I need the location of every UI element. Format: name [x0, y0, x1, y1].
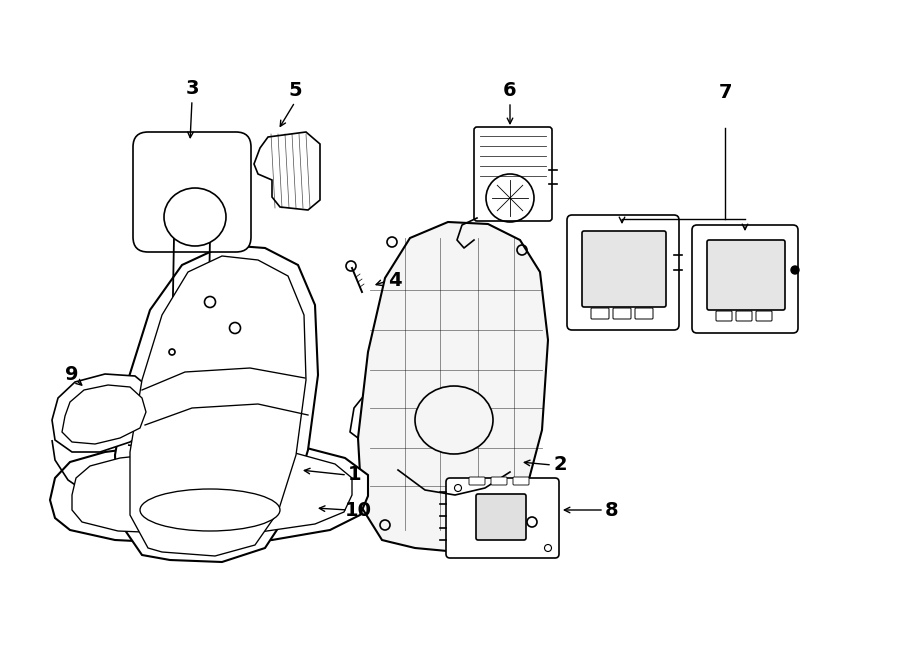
Text: 2: 2 [554, 455, 567, 475]
Text: 5: 5 [288, 81, 302, 100]
FancyBboxPatch shape [476, 494, 526, 540]
Polygon shape [115, 245, 318, 562]
FancyBboxPatch shape [474, 127, 552, 221]
Text: 8: 8 [605, 500, 619, 520]
Text: 9: 9 [65, 364, 79, 383]
Polygon shape [52, 374, 158, 452]
FancyBboxPatch shape [692, 225, 798, 333]
Ellipse shape [164, 188, 226, 246]
Polygon shape [72, 450, 352, 534]
Text: 4: 4 [388, 270, 401, 290]
Polygon shape [358, 222, 548, 552]
FancyBboxPatch shape [591, 308, 609, 319]
Text: 3: 3 [185, 79, 199, 98]
FancyBboxPatch shape [567, 215, 679, 330]
Ellipse shape [140, 489, 280, 531]
Ellipse shape [415, 386, 493, 454]
FancyBboxPatch shape [133, 132, 251, 252]
FancyBboxPatch shape [613, 308, 631, 319]
FancyBboxPatch shape [716, 311, 732, 321]
FancyBboxPatch shape [469, 477, 485, 485]
FancyBboxPatch shape [736, 311, 752, 321]
Polygon shape [50, 442, 368, 544]
Text: 10: 10 [345, 500, 372, 520]
FancyBboxPatch shape [491, 477, 507, 485]
Text: 1: 1 [348, 465, 362, 485]
FancyBboxPatch shape [446, 478, 559, 558]
Polygon shape [62, 385, 146, 444]
Text: 6: 6 [503, 81, 517, 100]
Text: 7: 7 [718, 83, 732, 102]
FancyBboxPatch shape [756, 311, 772, 321]
FancyBboxPatch shape [513, 477, 529, 485]
Polygon shape [130, 256, 306, 556]
FancyBboxPatch shape [635, 308, 653, 319]
Polygon shape [254, 132, 320, 210]
FancyBboxPatch shape [582, 231, 666, 307]
FancyBboxPatch shape [707, 240, 785, 310]
Circle shape [791, 266, 799, 274]
